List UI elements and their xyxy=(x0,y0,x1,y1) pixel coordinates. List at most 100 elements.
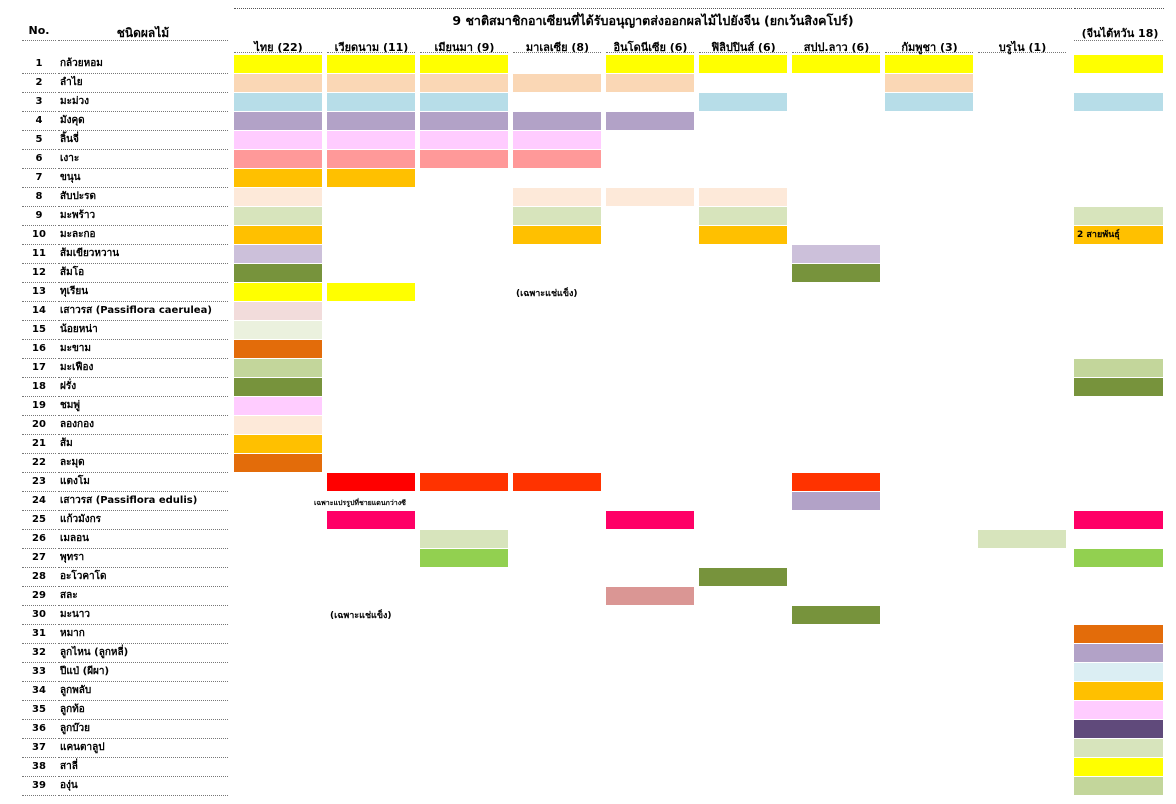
row-divider xyxy=(22,795,56,796)
row-divider xyxy=(58,244,228,245)
permission-cell xyxy=(420,530,508,548)
row-divider xyxy=(22,586,56,587)
permission-cell xyxy=(513,226,601,244)
row-divider xyxy=(58,168,228,169)
row-divider xyxy=(58,453,228,454)
permission-cell xyxy=(792,492,880,510)
row-divider xyxy=(58,700,228,701)
fruit-name: ลูกท้อ xyxy=(60,704,85,715)
row-divider xyxy=(22,244,56,245)
row-divider xyxy=(58,529,228,530)
row-number: 24 xyxy=(32,495,46,506)
row-number: 31 xyxy=(32,628,46,639)
permission-cell xyxy=(513,207,601,225)
row-divider xyxy=(22,719,56,720)
permission-cell xyxy=(234,245,322,263)
permission-cell xyxy=(234,226,322,244)
taiwan-permission-cell xyxy=(1074,682,1163,700)
row-divider xyxy=(58,73,228,74)
row-divider xyxy=(58,605,228,606)
permission-cell xyxy=(234,93,322,111)
row-divider xyxy=(58,681,228,682)
fruit-name: ลูกไหน (ลูกหลี่) xyxy=(60,647,129,658)
row-divider xyxy=(22,92,56,93)
row-number: 39 xyxy=(32,780,46,791)
row-divider xyxy=(22,377,56,378)
row-divider xyxy=(22,491,56,492)
row-divider xyxy=(22,263,56,264)
row-divider xyxy=(58,206,228,207)
taiwan-permission-cell xyxy=(1074,644,1163,662)
row-divider xyxy=(22,415,56,416)
row-divider xyxy=(22,700,56,701)
header-underline-fruit xyxy=(58,40,228,41)
row-number: 5 xyxy=(35,134,43,145)
permission-cell xyxy=(513,74,601,92)
row-divider xyxy=(22,339,56,340)
row-number: 11 xyxy=(32,248,46,259)
permission-cell xyxy=(234,207,322,225)
taiwan-permission-cell xyxy=(1074,549,1163,567)
permission-cell xyxy=(699,188,787,206)
fruit-name: องุ่น xyxy=(60,780,78,791)
taiwan-permission-cell xyxy=(1074,55,1163,73)
row-divider xyxy=(22,434,56,435)
fruit-name: ส้ม xyxy=(60,438,73,449)
row-number: 22 xyxy=(32,457,46,468)
permission-cell xyxy=(606,74,694,92)
row-divider xyxy=(58,643,228,644)
column-header-fruit: ชนิดผลไม้ xyxy=(116,26,170,40)
row-divider xyxy=(22,168,56,169)
row-divider xyxy=(58,472,228,473)
row-divider xyxy=(22,73,56,74)
row-number: 28 xyxy=(32,571,46,582)
permission-cell xyxy=(606,188,694,206)
row-number: 7 xyxy=(35,172,43,183)
permission-cell xyxy=(606,112,694,130)
row-divider xyxy=(58,719,228,720)
header-underline-no xyxy=(22,40,56,41)
taiwan-permission-cell xyxy=(1074,663,1163,681)
permission-cell xyxy=(420,131,508,149)
permission-cell xyxy=(513,131,601,149)
permission-cell xyxy=(234,302,322,320)
permission-cell xyxy=(234,131,322,149)
permission-cell xyxy=(420,473,508,491)
row-divider xyxy=(22,130,56,131)
row-number: 18 xyxy=(32,381,46,392)
permission-cell xyxy=(513,150,601,168)
country-header: มาเลเซีย (8) xyxy=(525,41,590,54)
country-header: สปป.ลาว (6) xyxy=(803,41,870,54)
fruit-name: ปีแป่ (ผีผา) xyxy=(60,666,110,677)
fruit-name: ทุเรียน xyxy=(60,286,89,297)
row-number: 15 xyxy=(32,324,46,335)
fruit-name: แคนตาลูป xyxy=(60,742,105,753)
permission-cell xyxy=(234,169,322,187)
permission-cell xyxy=(885,93,973,111)
permission-cell xyxy=(699,55,787,73)
row-divider xyxy=(58,263,228,264)
row-number: 26 xyxy=(32,533,46,544)
row-divider xyxy=(22,187,56,188)
permission-cell xyxy=(327,150,415,168)
country-header: ฟิลิปปินส์ (6) xyxy=(711,41,776,54)
row-number: 21 xyxy=(32,438,46,449)
fruit-name: อะโวคาโด xyxy=(60,571,107,582)
permission-cell xyxy=(234,340,322,358)
row-number: 13 xyxy=(32,286,46,297)
row-divider xyxy=(22,472,56,473)
row-divider xyxy=(58,776,228,777)
fruit-name: ลองกอง xyxy=(60,419,94,430)
permission-cell xyxy=(327,283,415,301)
row-divider xyxy=(22,149,56,150)
country-header-underline xyxy=(699,52,787,53)
row-number: 27 xyxy=(32,552,46,563)
title-top-line xyxy=(234,8,1072,9)
row-divider xyxy=(22,206,56,207)
row-divider xyxy=(22,396,56,397)
row-divider xyxy=(22,453,56,454)
permission-cell xyxy=(420,93,508,111)
fruit-name: ฝรั่ง xyxy=(60,381,77,392)
row-number: 36 xyxy=(32,723,46,734)
row-divider xyxy=(22,111,56,112)
